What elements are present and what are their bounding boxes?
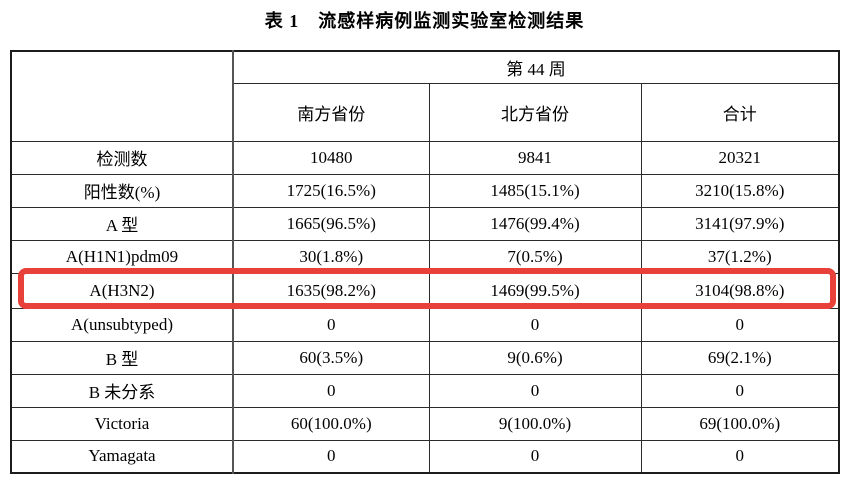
- table-cell: 20321: [640, 140, 840, 175]
- column-header-total: 合计: [640, 82, 840, 142]
- table-cell: 0: [428, 439, 642, 474]
- table-row: A(H3N2) 1635(98.2%) 1469(99.5%) 3104(98.8%): [10, 272, 840, 309]
- table-cell: 9841: [428, 140, 642, 175]
- header-row-week: 第 44 周: [10, 50, 840, 142]
- table-row: 检测数 10480 9841 20321: [10, 140, 840, 175]
- row-label: B 型: [10, 340, 234, 375]
- results-table: 第 44 周 南方省份 北方省份 合计 检测数 10480 9841 20321 阳性数…: [10, 50, 841, 474]
- table-cell: 1485(15.1%): [428, 173, 642, 208]
- table-cell: 0: [428, 307, 642, 342]
- table-header: 第 44 周 南方省份 北方省份 合计: [10, 50, 840, 142]
- table-cell: 3141(97.9%): [640, 206, 840, 241]
- table-cell: 9(0.6%): [428, 340, 642, 375]
- table-cell: 0: [232, 439, 430, 474]
- table-cell: 7(0.5%): [428, 239, 642, 274]
- table-cell: 30(1.8%): [232, 239, 430, 274]
- row-label: Yamagata: [10, 439, 234, 474]
- column-header-north: 北方省份: [428, 82, 642, 142]
- row-label: 检测数: [10, 140, 234, 175]
- table-cell: 3210(15.8%): [640, 173, 840, 208]
- table-cell: 3104(98.8%): [640, 272, 840, 309]
- row-label: A 型: [10, 206, 234, 241]
- table-cell: 60(3.5%): [232, 340, 430, 375]
- table-cell: 0: [232, 307, 430, 342]
- week-header-cell: 第 44 周: [232, 50, 840, 84]
- table-cell: 10480: [232, 140, 430, 175]
- row-label: A(H1N1)pdm09: [10, 239, 234, 274]
- table-cell: 0: [428, 373, 642, 408]
- table-cell: 0: [640, 307, 840, 342]
- table-row: 阳性数(%) 1725(16.5%) 1485(15.1%) 3210(15.8%): [10, 173, 840, 208]
- row-label: A(H3N2): [10, 272, 234, 309]
- table-cell: 37(1.2%): [640, 239, 840, 274]
- table-row: A(unsubtyped) 0 0 0: [10, 307, 840, 342]
- table-cell: 9(100.0%): [428, 406, 642, 441]
- table-cell: 1665(96.5%): [232, 206, 430, 241]
- table-row: Victoria 60(100.0%) 9(100.0%) 69(100.0%): [10, 406, 840, 441]
- table-cell: 60(100.0%): [232, 406, 430, 441]
- table-cell: 1476(99.4%): [428, 206, 642, 241]
- table-cell: 1635(98.2%): [232, 272, 430, 309]
- table-cell: 69(100.0%): [640, 406, 840, 441]
- table-row: A(H1N1)pdm09 30(1.8%) 7(0.5%) 37(1.2%): [10, 239, 840, 274]
- header-row-columns: 南方省份 北方省份 合计: [11, 82, 840, 142]
- table-row: B 型 60(3.5%) 9(0.6%) 69(2.1%): [10, 340, 840, 375]
- table-cell: 69(2.1%): [640, 340, 840, 375]
- table-row: B 未分系 0 0 0: [10, 373, 840, 408]
- row-label: B 未分系: [10, 373, 234, 408]
- table-cell: 0: [640, 373, 840, 408]
- table-cell: 1469(99.5%): [428, 272, 642, 309]
- corner-cell: [10, 50, 234, 142]
- column-header-south: 南方省份: [232, 82, 430, 142]
- table-row: Yamagata 0 0 0: [10, 439, 840, 474]
- table-cell: 1725(16.5%): [232, 173, 430, 208]
- row-label: 阳性数(%): [10, 173, 234, 208]
- table-cell: 0: [640, 439, 840, 474]
- row-label: A(unsubtyped): [10, 307, 234, 342]
- table-row: A 型 1665(96.5%) 1476(99.4%) 3141(97.9%): [10, 206, 840, 241]
- table-title: 表 1 流感样病例监测实验室检测结果: [264, 11, 585, 31]
- row-label: Victoria: [10, 406, 234, 441]
- table-body: 检测数 10480 9841 20321 阳性数(%) 1725(16.5%) 1485(1…: [10, 140, 840, 474]
- table-cell: 0: [232, 373, 430, 408]
